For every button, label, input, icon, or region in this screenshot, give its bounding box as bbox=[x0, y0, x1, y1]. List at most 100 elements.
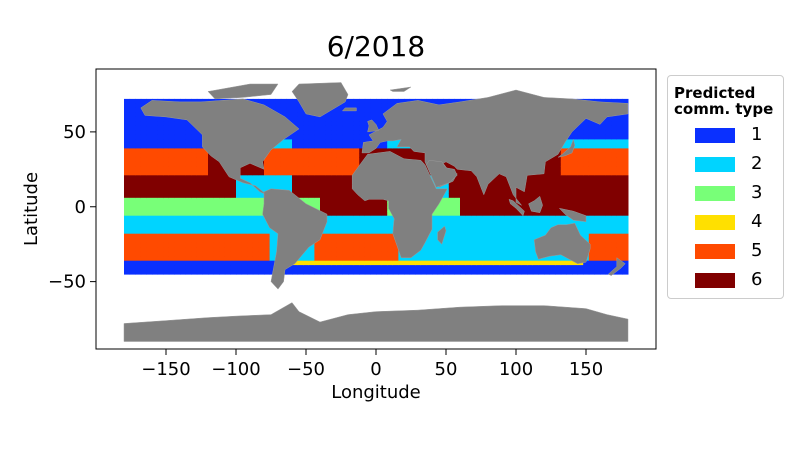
ocean-cell-type-1 bbox=[135, 139, 142, 145]
ocean-cell-type-3 bbox=[135, 206, 142, 212]
ocean-cell-type-2 bbox=[241, 215, 248, 221]
ocean-cell-type-2 bbox=[437, 242, 444, 248]
ocean-cell-type-2 bbox=[269, 179, 276, 185]
ocean-cell-type-6 bbox=[191, 184, 198, 190]
ocean-cell-type-5 bbox=[135, 157, 142, 163]
ocean-cell-type-5 bbox=[140, 233, 147, 239]
ocean-cell-type-3 bbox=[146, 206, 153, 212]
ocean-cell-type-5 bbox=[163, 256, 170, 262]
ocean-cell-type-5 bbox=[605, 148, 612, 154]
ocean-cell-type-2 bbox=[471, 233, 478, 239]
ocean-cell-type-2 bbox=[482, 220, 489, 226]
ocean-cell-type-1 bbox=[325, 130, 332, 136]
ocean-cell-type-1 bbox=[185, 125, 192, 131]
ocean-cell-type-2 bbox=[353, 224, 360, 230]
ocean-cell-type-5 bbox=[594, 233, 601, 239]
ocean-cell-type-5 bbox=[202, 242, 209, 248]
ocean-cell-type-6 bbox=[208, 166, 215, 172]
ocean-cell-type-3 bbox=[448, 206, 455, 212]
ocean-cell-type-2 bbox=[163, 220, 170, 226]
ocean-cell-type-5 bbox=[342, 170, 349, 176]
ocean-cell-type-6 bbox=[460, 193, 467, 199]
ocean-cell-type-6 bbox=[622, 179, 629, 185]
ocean-cell-type-5 bbox=[392, 251, 399, 257]
ocean-cell-type-6 bbox=[588, 184, 595, 190]
ocean-cell-type-3 bbox=[230, 206, 237, 212]
ocean-cell-type-1 bbox=[129, 265, 136, 271]
ocean-cell-type-2 bbox=[488, 251, 495, 257]
ocean-cell-type-6 bbox=[314, 184, 321, 190]
ocean-cell-type-6 bbox=[135, 179, 142, 185]
ocean-cell-type-6 bbox=[555, 211, 562, 217]
ocean-cell-type-2 bbox=[544, 215, 551, 221]
ocean-cell-type-6 bbox=[588, 175, 595, 181]
ocean-cell-type-5 bbox=[146, 161, 153, 167]
ocean-cell-type-3 bbox=[129, 206, 136, 212]
ocean-cell-type-6 bbox=[219, 188, 226, 194]
ocean-cell-type-6 bbox=[325, 188, 332, 194]
ocean-cell-type-5 bbox=[600, 242, 607, 248]
ocean-cell-type-1 bbox=[314, 130, 321, 136]
ocean-cell-type-2 bbox=[622, 215, 629, 221]
ocean-cell-type-2 bbox=[219, 224, 226, 230]
ocean-cell-type-1 bbox=[146, 116, 153, 122]
ocean-cell-type-1 bbox=[140, 134, 147, 140]
ocean-cell-type-1 bbox=[258, 269, 265, 275]
ocean-cell-type-3 bbox=[163, 211, 170, 217]
ocean-cell-type-5 bbox=[280, 161, 287, 167]
ocean-cell-type-6 bbox=[152, 184, 159, 190]
ocean-cell-type-5 bbox=[191, 166, 198, 172]
land-greenland bbox=[291, 82, 349, 118]
ocean-cell-type-2 bbox=[510, 233, 517, 239]
ocean-cell-type-1 bbox=[303, 269, 310, 275]
ocean-cell-type-2 bbox=[605, 229, 612, 235]
ocean-cell-type-2 bbox=[252, 188, 259, 194]
ocean-cell-type-5 bbox=[376, 251, 383, 257]
ocean-cell-type-1 bbox=[577, 130, 584, 136]
ocean-cell-type-1 bbox=[320, 121, 327, 127]
ocean-cell-type-2 bbox=[269, 233, 276, 239]
ocean-cell-type-6 bbox=[560, 179, 567, 185]
ocean-cell-type-6 bbox=[583, 197, 590, 203]
ocean-cell-type-1 bbox=[538, 269, 545, 275]
ocean-cell-type-1 bbox=[622, 125, 629, 131]
ocean-cell-type-1 bbox=[348, 143, 355, 149]
ocean-cell-type-3 bbox=[157, 202, 164, 208]
ocean-cell-type-6 bbox=[544, 170, 551, 176]
ocean-cell-type-6 bbox=[454, 170, 461, 176]
ocean-cell-type-6 bbox=[544, 179, 551, 185]
ocean-cell-type-2 bbox=[577, 143, 584, 149]
ocean-cell-type-5 bbox=[325, 152, 332, 158]
ocean-cell-type-3 bbox=[236, 211, 243, 217]
ocean-cell-type-6 bbox=[348, 202, 355, 208]
ocean-cell-type-5 bbox=[146, 152, 153, 158]
ocean-cell-type-2 bbox=[476, 238, 483, 244]
ocean-cell-type-1 bbox=[264, 260, 271, 266]
ocean-cell-type-2 bbox=[269, 247, 276, 253]
ocean-cell-type-1 bbox=[622, 130, 629, 136]
ocean-cell-type-1 bbox=[124, 125, 131, 131]
ocean-cell-type-1 bbox=[499, 269, 506, 275]
x-tick-label: 0 bbox=[370, 359, 381, 380]
ocean-cell-type-2 bbox=[527, 256, 534, 262]
ocean-cell-type-3 bbox=[241, 202, 248, 208]
ocean-cell-type-1 bbox=[493, 269, 500, 275]
ocean-cell-type-6 bbox=[297, 188, 304, 194]
land-australia bbox=[533, 222, 591, 264]
ocean-cell-type-1 bbox=[381, 143, 388, 149]
ocean-cell-type-2 bbox=[297, 256, 304, 262]
ocean-cell-type-5 bbox=[247, 238, 254, 244]
ocean-cell-type-2 bbox=[140, 215, 147, 221]
ocean-cell-type-1 bbox=[264, 103, 271, 109]
ocean-cell-type-2 bbox=[471, 229, 478, 235]
ocean-cell-type-2 bbox=[476, 224, 483, 230]
ocean-cell-type-1 bbox=[605, 260, 612, 266]
ocean-cell-type-1 bbox=[527, 265, 534, 271]
ocean-cell-type-2 bbox=[600, 224, 607, 230]
ocean-cell-type-4 bbox=[331, 260, 338, 266]
ocean-cell-type-5 bbox=[174, 166, 181, 172]
ocean-cell-type-2 bbox=[465, 256, 472, 262]
ocean-cell-type-5 bbox=[342, 256, 349, 262]
ocean-cell-type-5 bbox=[353, 247, 360, 253]
ocean-cell-type-2 bbox=[387, 143, 394, 149]
